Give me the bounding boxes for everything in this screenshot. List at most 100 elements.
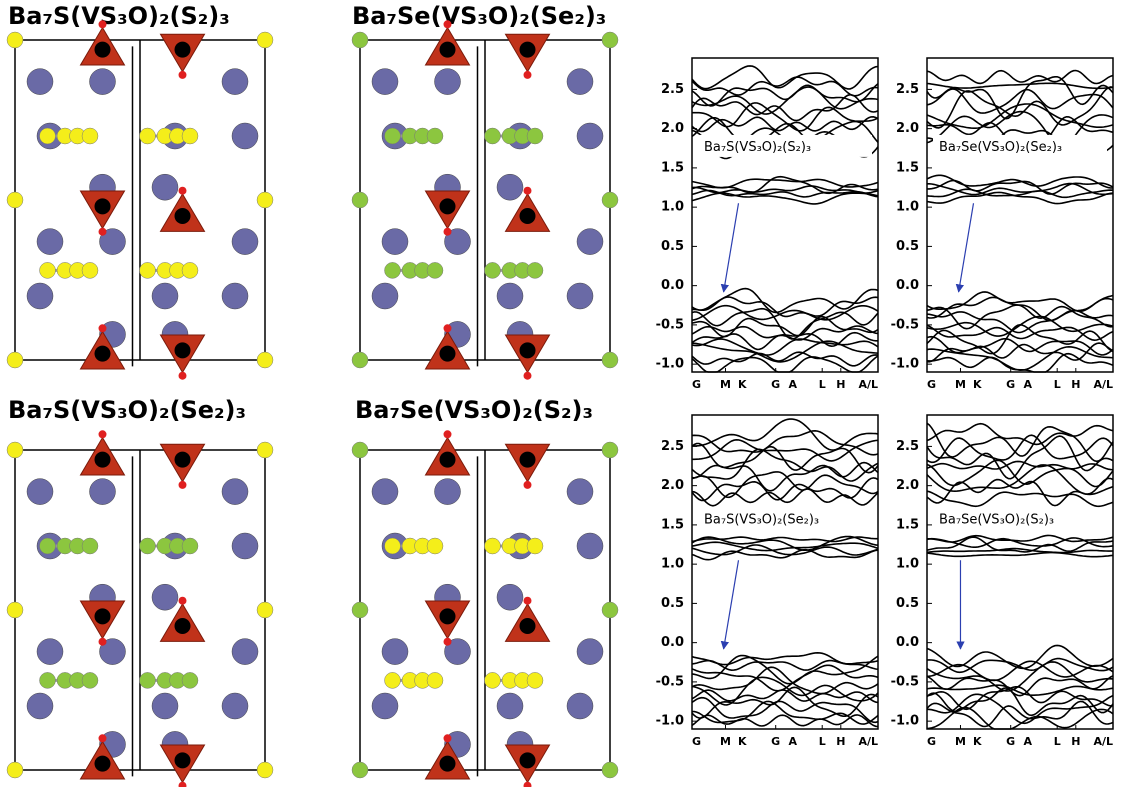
band-line xyxy=(691,651,879,666)
ba-atom xyxy=(231,638,259,665)
v-atom xyxy=(439,755,456,772)
band-line xyxy=(691,189,879,198)
ba-atom xyxy=(371,282,399,310)
ba-atom xyxy=(26,692,54,720)
k-label: A xyxy=(788,378,797,391)
y-tick-label: 0.0 xyxy=(896,635,919,650)
chalcogen-atom xyxy=(139,127,156,145)
ba-atom xyxy=(434,68,461,95)
band-line xyxy=(691,192,879,205)
y-tick-label: -0.5 xyxy=(891,674,919,689)
gap-arrow xyxy=(955,203,975,293)
band-line xyxy=(691,536,878,543)
label-box xyxy=(698,134,872,157)
corner-atom xyxy=(601,31,619,49)
band-line xyxy=(691,76,879,97)
band-line xyxy=(692,102,879,132)
o-atom xyxy=(98,227,107,236)
o-atom xyxy=(98,324,107,333)
v-atom xyxy=(174,208,191,224)
corner-atom xyxy=(351,761,369,779)
ba-atom xyxy=(576,638,604,665)
y-tick-label: -1.0 xyxy=(656,357,684,372)
k-label: A xyxy=(1023,735,1032,748)
y-tick-label: 1.5 xyxy=(661,160,684,175)
band-line xyxy=(926,706,1114,730)
y-tick-label: 1.0 xyxy=(661,557,684,572)
y-tick-label: 0.0 xyxy=(661,635,684,650)
o-atom xyxy=(178,70,187,79)
gap-arrow xyxy=(720,203,740,293)
ba-atom xyxy=(576,122,604,150)
v-atom xyxy=(519,618,536,634)
band-line xyxy=(691,696,879,724)
y-tick-label: 0.0 xyxy=(661,278,684,293)
k-label: G xyxy=(1006,378,1015,391)
chalcogen-atom xyxy=(484,672,501,689)
chalcogen-atom xyxy=(526,262,544,279)
ba-atom xyxy=(99,638,126,665)
k-label: G xyxy=(771,735,780,748)
k-label: A xyxy=(1023,378,1032,391)
band-line xyxy=(926,460,1114,471)
o-atom xyxy=(523,371,532,380)
k-label: L xyxy=(1054,735,1061,748)
band-line xyxy=(926,309,1114,334)
o-atom xyxy=(98,637,107,646)
k-label: A/L xyxy=(858,735,878,748)
y-tick-label: 0.0 xyxy=(896,278,919,293)
chalcogen-atom xyxy=(384,262,401,279)
v-atom xyxy=(174,342,191,359)
corner-atom xyxy=(351,31,369,49)
k-label: K xyxy=(973,378,982,391)
y-tick-label: -0.5 xyxy=(656,674,684,689)
panel-label: Ba₇Se(VS₃O)₂(Se₂)₃ xyxy=(939,140,1062,155)
k-label: K xyxy=(738,378,747,391)
v-atom xyxy=(174,618,191,634)
chalcogen-atom xyxy=(81,262,99,279)
k-label: G xyxy=(927,735,936,748)
o-atom xyxy=(443,430,452,439)
corner-atom xyxy=(601,761,619,779)
ba-atom xyxy=(36,228,64,255)
band-structure: 2.52.01.51.00.50.0-0.5-1.0G M K G A L H A/LBa₇S… xyxy=(656,414,879,748)
chalcogen-atom xyxy=(139,537,156,555)
band-structure: 2.52.01.51.00.50.0-0.5-1.0G M K G A L H A/LBa₇S… xyxy=(891,414,1114,748)
band-line xyxy=(691,185,879,194)
band-line xyxy=(926,537,1114,548)
band-line xyxy=(927,182,1114,196)
band-line xyxy=(926,191,1114,205)
band-line xyxy=(926,434,1114,464)
y-tick-label: 2.0 xyxy=(661,478,684,493)
chalcogen-atom xyxy=(484,537,501,555)
band-line xyxy=(926,551,1114,558)
band-line xyxy=(926,88,1114,114)
band-line xyxy=(926,547,1114,554)
ba-atom xyxy=(99,228,126,255)
o-atom xyxy=(443,227,452,236)
band-line xyxy=(927,534,1114,543)
k-label: G xyxy=(927,378,936,391)
band-line xyxy=(691,676,879,706)
k-label: K xyxy=(973,735,982,748)
ba-atom xyxy=(36,638,64,665)
band-line xyxy=(926,110,1114,147)
chalcogen-atom xyxy=(39,262,56,279)
chalcogen-atom xyxy=(81,127,99,145)
k-label: M xyxy=(955,378,966,391)
v-atom xyxy=(519,41,536,58)
corner-atom xyxy=(6,31,24,49)
band-line xyxy=(926,342,1114,363)
y-tick-label: 0.5 xyxy=(661,596,684,611)
y-tick-label: 2.5 xyxy=(896,82,919,97)
corner-atom xyxy=(601,351,619,369)
k-label: G xyxy=(1006,735,1015,748)
y-tick-label: 1.5 xyxy=(661,517,684,532)
band-line xyxy=(926,661,1114,692)
corner-atom xyxy=(6,441,24,459)
band-line xyxy=(926,536,1114,553)
structure-title: Ba₇S(VS₃O)₂(Se₂)₃ xyxy=(8,396,246,424)
o-atom xyxy=(178,371,187,380)
y-tick-label: 2.0 xyxy=(896,478,919,493)
